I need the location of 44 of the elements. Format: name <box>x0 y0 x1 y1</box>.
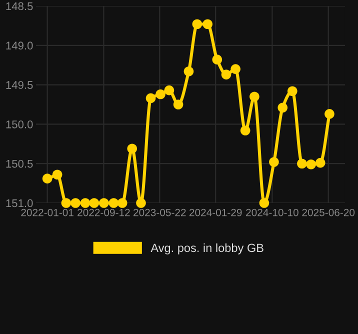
point <box>136 198 146 208</box>
point <box>80 198 90 208</box>
point <box>164 85 174 96</box>
x-tick-label: 2022-09-12 <box>78 208 130 216</box>
point <box>52 170 62 180</box>
y-tick-label: 150.5 <box>6 160 33 168</box>
point <box>306 159 316 170</box>
y-tick-label: 149.0 <box>6 42 33 50</box>
x-tick-label: 2022-01-01 <box>21 208 74 216</box>
y-tick-label: 151.0 <box>6 199 33 208</box>
point <box>184 66 194 76</box>
x-tick-label: 2023-05-22 <box>134 208 186 216</box>
point <box>108 198 119 208</box>
x-tick-label: 2024-10-10 <box>246 208 298 216</box>
point <box>230 64 240 74</box>
point <box>221 70 232 80</box>
point <box>269 157 279 167</box>
point <box>173 100 184 110</box>
point <box>127 144 138 154</box>
point <box>202 19 213 30</box>
point <box>146 93 156 104</box>
legend-label: Avg. pos. in lobby GB <box>150 243 264 254</box>
point <box>99 198 109 208</box>
point <box>156 89 166 100</box>
y-tick-label: 148.5 <box>6 2 33 10</box>
y-tick-label: 150.0 <box>6 120 33 128</box>
point <box>250 92 260 102</box>
point <box>70 198 80 208</box>
x-tick-label: 2025-06-20 <box>302 208 355 216</box>
point <box>315 158 326 168</box>
point <box>324 109 334 119</box>
point <box>42 174 52 184</box>
point <box>259 198 270 208</box>
x-tick-label: 2024-01-29 <box>189 208 242 216</box>
point <box>212 54 222 64</box>
y-tick-label: 149.5 <box>6 81 33 89</box>
point <box>117 198 128 208</box>
point <box>61 198 72 208</box>
point <box>192 19 202 30</box>
point <box>297 158 307 169</box>
point <box>287 86 298 96</box>
point <box>278 102 288 113</box>
point <box>89 198 100 208</box>
point <box>240 126 250 136</box>
